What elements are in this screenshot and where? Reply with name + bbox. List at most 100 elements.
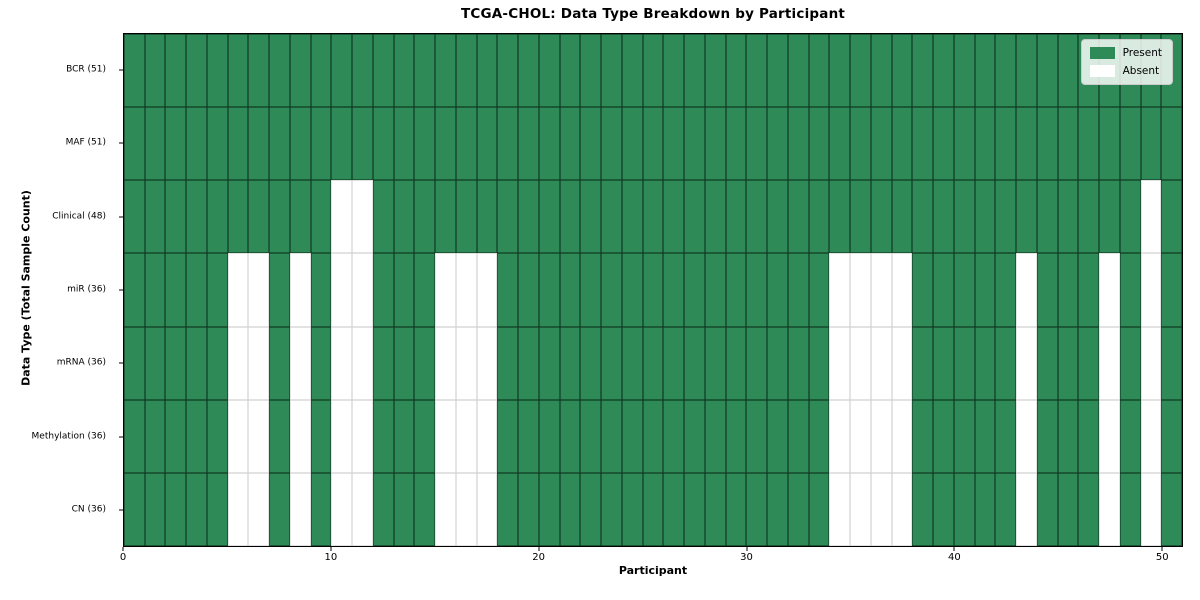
heatmap-cell [621,472,643,546]
heatmap-cell [642,399,664,473]
y-tick-label: CN (36) [71,504,106,515]
heatmap-cell [621,399,643,473]
heatmap-cell [269,34,290,108]
heatmap-cell [248,472,270,546]
heatmap-cell [725,180,747,254]
heatmap-cell [248,180,270,254]
heatmap-cell [310,399,332,473]
heatmap-cell [601,326,622,400]
heatmap-cell [870,34,892,108]
heatmap-cell [621,180,643,254]
heatmap-cell [1140,472,1162,546]
heatmap-cell [850,34,871,108]
heatmap-cell [974,34,996,108]
heatmap-cell [767,472,788,546]
heatmap-cell [995,326,1017,400]
heatmap-cell [808,34,830,108]
y-axis-ticks: BCR (51) MAF (51) Clinical (48) miR (36) mRN… [0,33,123,547]
heatmap-cell [974,107,996,181]
heatmap-cell [331,180,353,254]
heatmap-cell [206,253,228,327]
y-tick-mark [119,289,123,291]
heatmap-cell [621,107,643,181]
heatmap-cell [767,180,788,254]
heatmap-cell [725,34,747,108]
heatmap-cell [850,399,871,473]
heatmap-cell [808,399,830,473]
heatmap-cell [912,180,934,254]
heatmap-cell [1057,399,1079,473]
plot-area: Present Absent [123,33,1183,547]
heatmap-cell [1036,253,1058,327]
heatmap-cell [289,180,311,254]
legend-swatch-absent [1089,65,1115,77]
heatmap-cell [1099,326,1120,400]
heatmap-cell [559,34,581,108]
heatmap-cell [1057,472,1079,546]
heatmap-cell [227,472,249,546]
heatmap-cell [227,253,249,327]
heatmap-cell [1036,107,1058,181]
heatmap-cell [310,472,332,546]
heatmap-cell [601,472,622,546]
heatmap-cell [1016,34,1037,108]
heatmap-cell [497,107,519,181]
heatmap-cell [165,399,187,473]
heatmap-cell [372,180,394,254]
heatmap-cell [1099,107,1120,181]
heatmap-cell [933,399,954,473]
heatmap-cell [476,107,498,181]
heatmap-cell [455,326,477,400]
heatmap-cell [767,107,788,181]
heatmap-cell [1119,107,1141,181]
heatmap-cell [497,180,519,254]
heatmap-cell [580,326,602,400]
heatmap-cell [538,34,560,108]
heatmap-cell [538,107,560,181]
x-axis-label: Participant [618,564,688,577]
heatmap-cell [331,399,353,473]
heatmap-cell [601,107,622,181]
heatmap-cell [974,326,996,400]
heatmap-cell [974,399,996,473]
heatmap-cell [248,253,270,327]
heatmap-cell [352,34,373,108]
heatmap-cell [953,472,975,546]
heatmap-cell [974,253,996,327]
heatmap-cell [144,107,166,181]
heatmap-cell [476,253,498,327]
x-axis-ticks: 0 10 20 30 40 50 [120,547,1183,573]
heatmap-cell [933,472,954,546]
heatmap-cell [559,399,581,473]
heatmap-cell [912,253,934,327]
heatmap-cell [1119,326,1141,400]
heatmap-cell [248,34,270,108]
heatmap-cell [850,107,871,181]
heatmap-cell [601,34,622,108]
heatmap-cell [663,399,685,473]
heatmap-cell [1099,472,1120,546]
x-tick-mark [953,547,955,551]
heatmap-cell [684,107,705,181]
heatmap-cell [684,34,705,108]
heatmap-cell [1078,180,1100,254]
heatmap-cell [144,326,166,400]
heatmap-cell [124,107,145,181]
x-tick-label: 10 [324,552,338,563]
heatmap-cell [891,472,913,546]
heatmap-cell [746,472,768,546]
heatmap-cell [995,472,1017,546]
heatmap-cell [601,399,622,473]
heatmap-cell [621,34,643,108]
heatmap-cell [165,34,187,108]
heatmap-cell [1140,107,1162,181]
heatmap-cell [787,399,809,473]
heatmap-cell [912,399,934,473]
heatmap-cell [289,399,311,473]
heatmap-cell [725,326,747,400]
heatmap-cell [1099,399,1120,473]
heatmap-cell [393,180,415,254]
heatmap-cell [912,107,934,181]
heatmap-cell [704,326,726,400]
heatmap-cell [1036,326,1058,400]
